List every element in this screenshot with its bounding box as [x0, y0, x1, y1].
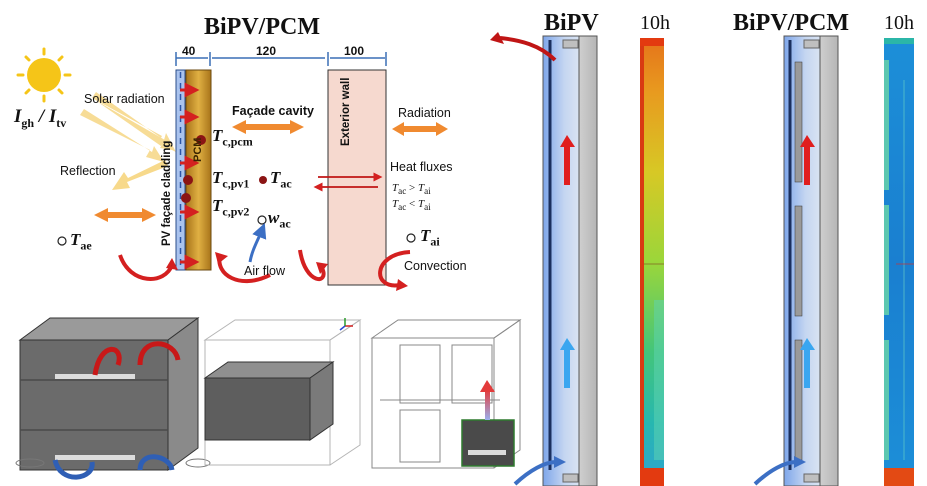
bipv-pcm-title: BiPV/PCM: [733, 10, 849, 36]
convection-arrow-heads: [166, 252, 408, 291]
bipv-title: BiPV: [544, 10, 599, 36]
schematic-title: BiPV/PCM: [204, 14, 320, 40]
node-tai: [406, 233, 416, 243]
reflection-label: Reflection: [60, 164, 116, 178]
bipv-cavity-model: [542, 35, 598, 486]
reflection-arrow: [112, 160, 168, 190]
axis-triad-icon: [339, 318, 353, 331]
tae-symbol: Tae: [70, 230, 92, 253]
radiation-label: Radiation: [398, 106, 451, 120]
pcm-layer: [185, 69, 212, 271]
facade-cavity-label: Façade cavity: [232, 104, 314, 118]
dimension-line: [175, 52, 387, 66]
bipv-pcm-cavity-model: [783, 35, 839, 486]
node-wac: [257, 215, 267, 225]
dim-pcm: 40: [182, 44, 196, 58]
tcpcm-symbol: Tc,pcm: [212, 126, 253, 149]
heat-flux-arrows: [313, 172, 383, 192]
heat-small-arrows: [180, 82, 200, 270]
wac-symbol: wac: [268, 208, 291, 231]
cube-flow-arrows: [52, 341, 181, 480]
node-tac: [259, 176, 267, 184]
dim-wall: 100: [344, 44, 365, 58]
pv-cladding-label: PV façade cladding: [161, 140, 173, 246]
sun-icon: [16, 47, 72, 103]
heat-fluxes-label: Heat fluxes: [390, 160, 453, 174]
pcm-layer-label: PCM: [192, 137, 204, 162]
exterior-wall-label: Exterior wall: [340, 77, 352, 146]
dim-cavity: 120: [256, 44, 277, 58]
tac-symbol: Tac: [270, 168, 292, 191]
building-3d-model: [18, 317, 200, 471]
tcpv2-symbol: Tc,pv2: [212, 196, 250, 219]
solar-radiation-label: Solar radiation: [84, 92, 165, 106]
bipv-pcm-heatmap: [884, 38, 914, 486]
air-flow-label: Air flow: [244, 264, 285, 278]
facade-panel: [461, 419, 515, 467]
bipv-time-label: 10h: [640, 12, 670, 34]
node-tcpv2: [181, 193, 191, 203]
air-flow-arrow: [248, 223, 267, 263]
solar-beam-arrows: [80, 92, 176, 162]
condition-less: Tac < Tai: [392, 198, 431, 213]
irradiance-symbol: Igh / Itv: [14, 106, 67, 130]
node-tcpcm: [196, 135, 206, 145]
convection-label: Convection: [404, 259, 467, 273]
bipv-pcm-time-label: 10h: [884, 12, 914, 34]
condition-greater: Tac > Tai: [392, 182, 431, 197]
tcpv1-symbol: Tc,pv1: [212, 168, 250, 191]
orange-double-arrows: [94, 120, 448, 222]
bipv-heatmap: [640, 38, 664, 486]
node-tae: [57, 236, 67, 246]
cavity-solid-block: [203, 361, 335, 441]
updraft-arrow: [485, 390, 490, 420]
tai-symbol: Tai: [420, 226, 440, 249]
node-tcpv1: [183, 175, 193, 185]
